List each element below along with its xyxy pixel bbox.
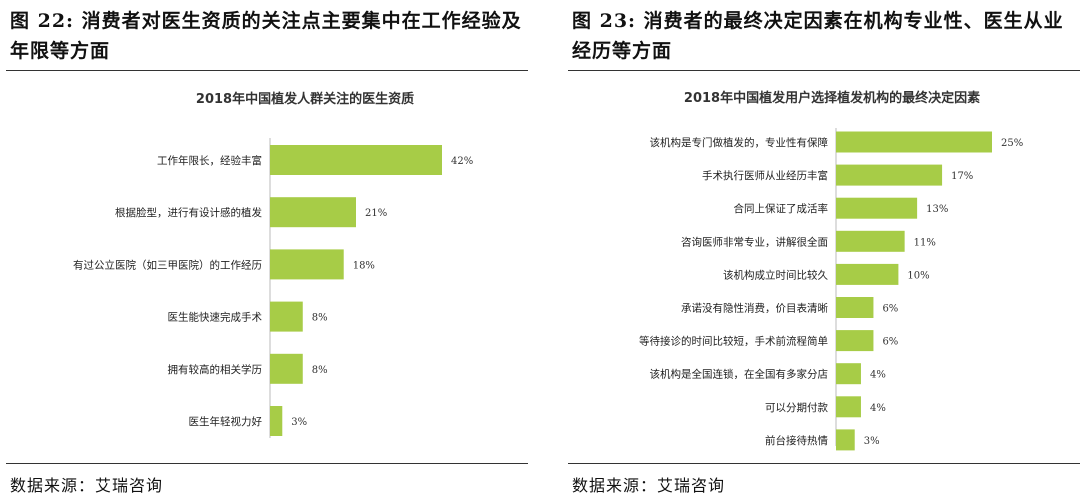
bar xyxy=(836,330,874,352)
value-label: 18% xyxy=(353,260,375,271)
bar xyxy=(836,429,855,451)
category-label: 合同上保证了成活率 xyxy=(734,202,829,215)
bar xyxy=(270,249,344,280)
category-label: 根据脸型，进行有设计感的植发 xyxy=(115,206,262,219)
figure-caption: 图 23: 消费者的最终决定因素在机构专业性、医生从业经历等方面 xyxy=(572,10,1064,62)
category-label: 前台接待热情 xyxy=(765,434,828,447)
category-label: 拥有较高的相关学历 xyxy=(168,363,263,376)
source-divider xyxy=(6,463,528,464)
category-label: 该机构成立时间比较久 xyxy=(723,268,828,281)
category-label: 该机构是专门做植发的，专业性有保障 xyxy=(650,136,829,149)
category-label: 承诺没有隐性消费，价目表清晰 xyxy=(681,302,828,315)
value-label: 21% xyxy=(365,208,387,219)
value-label: 8% xyxy=(312,365,328,376)
value-label: 17% xyxy=(951,171,973,182)
data-source: 数据来源：艾瑞咨询 xyxy=(572,476,726,495)
value-label: 25% xyxy=(1001,138,1023,149)
value-label: 10% xyxy=(907,270,929,281)
chart-title: 2018年中国植发人群关注的医生资质 xyxy=(196,91,414,107)
category-label: 医生能快速完成手术 xyxy=(168,311,263,324)
bar xyxy=(270,301,303,332)
bar xyxy=(270,197,356,228)
value-label: 6% xyxy=(882,304,898,315)
caption-divider xyxy=(6,70,528,71)
bar xyxy=(270,145,442,175)
category-label: 工作年限长，经验丰富 xyxy=(157,154,262,167)
value-label: 3% xyxy=(864,436,880,447)
value-label: 11% xyxy=(914,237,936,248)
figure-22-panel: 图 22: 消费者对医生资质的关注点主要集中在工作经验及年限等方面 2018年中… xyxy=(0,0,528,503)
bar xyxy=(836,131,992,153)
bar xyxy=(836,396,861,418)
value-label: 4% xyxy=(870,370,886,381)
category-label: 可以分期付款 xyxy=(765,401,828,414)
data-source: 数据来源：艾瑞咨询 xyxy=(10,476,164,495)
value-label: 8% xyxy=(312,313,328,324)
bar xyxy=(836,164,943,186)
value-label: 4% xyxy=(870,403,886,414)
category-label: 咨询医师非常专业，讲解很全面 xyxy=(681,235,828,248)
bar xyxy=(836,263,899,285)
value-label: 13% xyxy=(926,204,948,215)
category-label: 医生年轻视力好 xyxy=(189,415,263,428)
source-divider xyxy=(568,463,1080,464)
value-label: 3% xyxy=(291,417,307,428)
chart-title: 2018年中国植发用户选择植发机构的最终决定因素 xyxy=(684,90,980,106)
bar xyxy=(836,363,861,385)
figure-23-panel: 图 23: 消费者的最终决定因素在机构专业性、医生从业经历等方面 2018年中国… xyxy=(562,0,1080,503)
category-label: 有过公立医院（如三甲医院）的工作经历 xyxy=(73,258,262,271)
figure-caption: 图 22: 消费者对医生资质的关注点主要集中在工作经验及年限等方面 xyxy=(10,10,522,62)
bar xyxy=(836,197,918,219)
value-label: 6% xyxy=(882,337,898,348)
category-label: 等待接诊的时间比较短，手术前流程简单 xyxy=(639,335,828,348)
category-label: 手术执行医师从业经历丰富 xyxy=(702,169,828,182)
category-label: 该机构是全国连锁，在全国有多家分店 xyxy=(650,368,829,381)
bar xyxy=(270,406,283,436)
bar xyxy=(270,353,303,384)
bar xyxy=(836,297,874,318)
decision-factor-bar-chart: 2018年中国植发用户选择植发机构的最终决定因素该机构是专门做植发的，专业性有保… xyxy=(639,90,1023,451)
bar xyxy=(836,230,905,252)
caption-divider xyxy=(568,70,1080,71)
value-label: 42% xyxy=(451,156,473,167)
